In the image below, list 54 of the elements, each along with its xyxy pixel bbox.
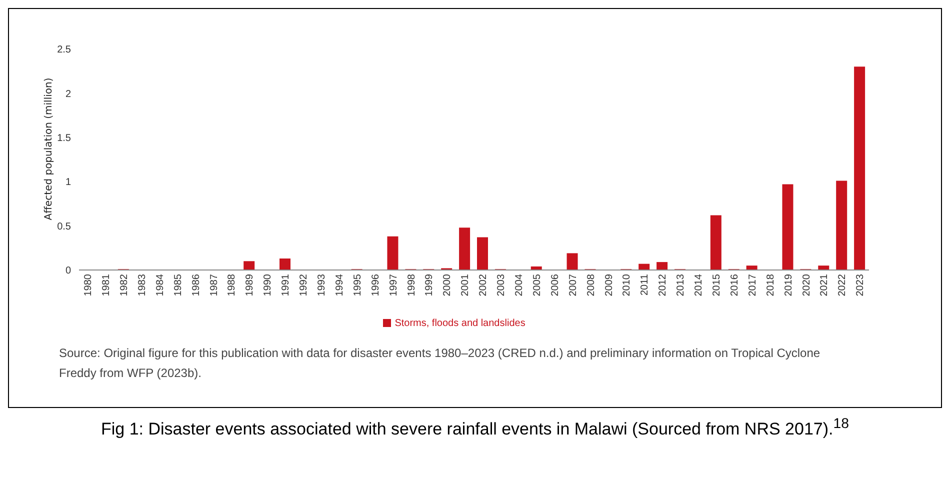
x-tick-label: 1983: [136, 274, 148, 296]
x-tick-label: 1991: [280, 274, 292, 296]
x-tick-label: 2022: [837, 274, 848, 296]
x-tick-label: 1988: [226, 274, 238, 296]
x-tick-label: 1996: [370, 274, 382, 296]
x-tick-label: 1981: [101, 274, 112, 296]
x-tick-label: 2021: [819, 274, 830, 296]
x-tick-label: 1982: [118, 274, 130, 296]
y-tick-label: 2.5: [57, 44, 72, 56]
x-tick-label: 1999: [424, 274, 436, 296]
x-tick-label: 1980: [83, 274, 94, 296]
x-tick-label: 2019: [783, 274, 794, 296]
y-tick-label: 1: [65, 177, 72, 188]
x-tick-label: 2012: [658, 274, 669, 296]
x-tick-label: 2015: [711, 274, 722, 296]
x-tick-label: 2017: [747, 274, 758, 296]
y-tick-label: 1.5: [57, 132, 72, 144]
x-tick-label: 1987: [208, 274, 220, 296]
x-tick-label: 1984: [154, 274, 166, 296]
x-tick-label: 2001: [460, 274, 472, 296]
x-tick-label: 1985: [172, 274, 184, 296]
source-note: Source: Original figure for this publication with data for disaster events 1980–2023 (CRED n.d.) and preliminary information on Tropical Cyclone Freddy from WFP (2023b).: [59, 345, 822, 382]
x-tick-label: 2009: [604, 274, 615, 296]
x-tick-label: 1994: [334, 274, 346, 296]
legend-label: Storms, floods and landslides: [394, 318, 526, 329]
x-tick-label: 1997: [388, 274, 400, 296]
x-tick-label: 1990: [262, 274, 274, 296]
x-tick-label: 1993: [316, 274, 328, 296]
y-tick-label: 0.5: [57, 221, 72, 232]
x-tick-label: 1989: [244, 274, 256, 296]
x-tick-label: 2020: [801, 274, 812, 296]
x-tick-label: 2003: [496, 274, 508, 296]
x-tick-label: 2023: [855, 274, 866, 296]
x-tick-label: 2002: [478, 274, 490, 296]
x-tick-label: 2008: [586, 274, 597, 296]
x-tick-label: 1998: [406, 274, 418, 296]
x-tick-label: 2005: [532, 274, 543, 296]
x-tick-label: 2007: [568, 274, 579, 296]
y-tick-label: 0: [65, 266, 72, 277]
x-tick-label: 2014: [694, 274, 705, 296]
x-tick-label: 2011: [640, 274, 651, 296]
x-tick-label: 2013: [676, 274, 687, 296]
x-tick-label: 1992: [298, 274, 310, 296]
x-tick-label: 2016: [729, 274, 740, 296]
x-tick-label: 2006: [550, 274, 561, 296]
x-tick-label: 2010: [622, 274, 633, 296]
x-tick-label: 1995: [352, 274, 364, 296]
x-tick-label: 2004: [514, 274, 525, 296]
y-axis-title: Affected population (million): [44, 78, 54, 220]
x-tick-label: 2000: [442, 274, 454, 296]
y-tick-label: 2: [65, 88, 72, 100]
x-tick-label: 2018: [765, 274, 776, 296]
x-tick-label: 1986: [190, 274, 202, 296]
caption: Fig 1: Disaster events associated with severe rainfall events in Malawi (Sourced from NRS 2017).$^{18}$: [100, 415, 850, 440]
